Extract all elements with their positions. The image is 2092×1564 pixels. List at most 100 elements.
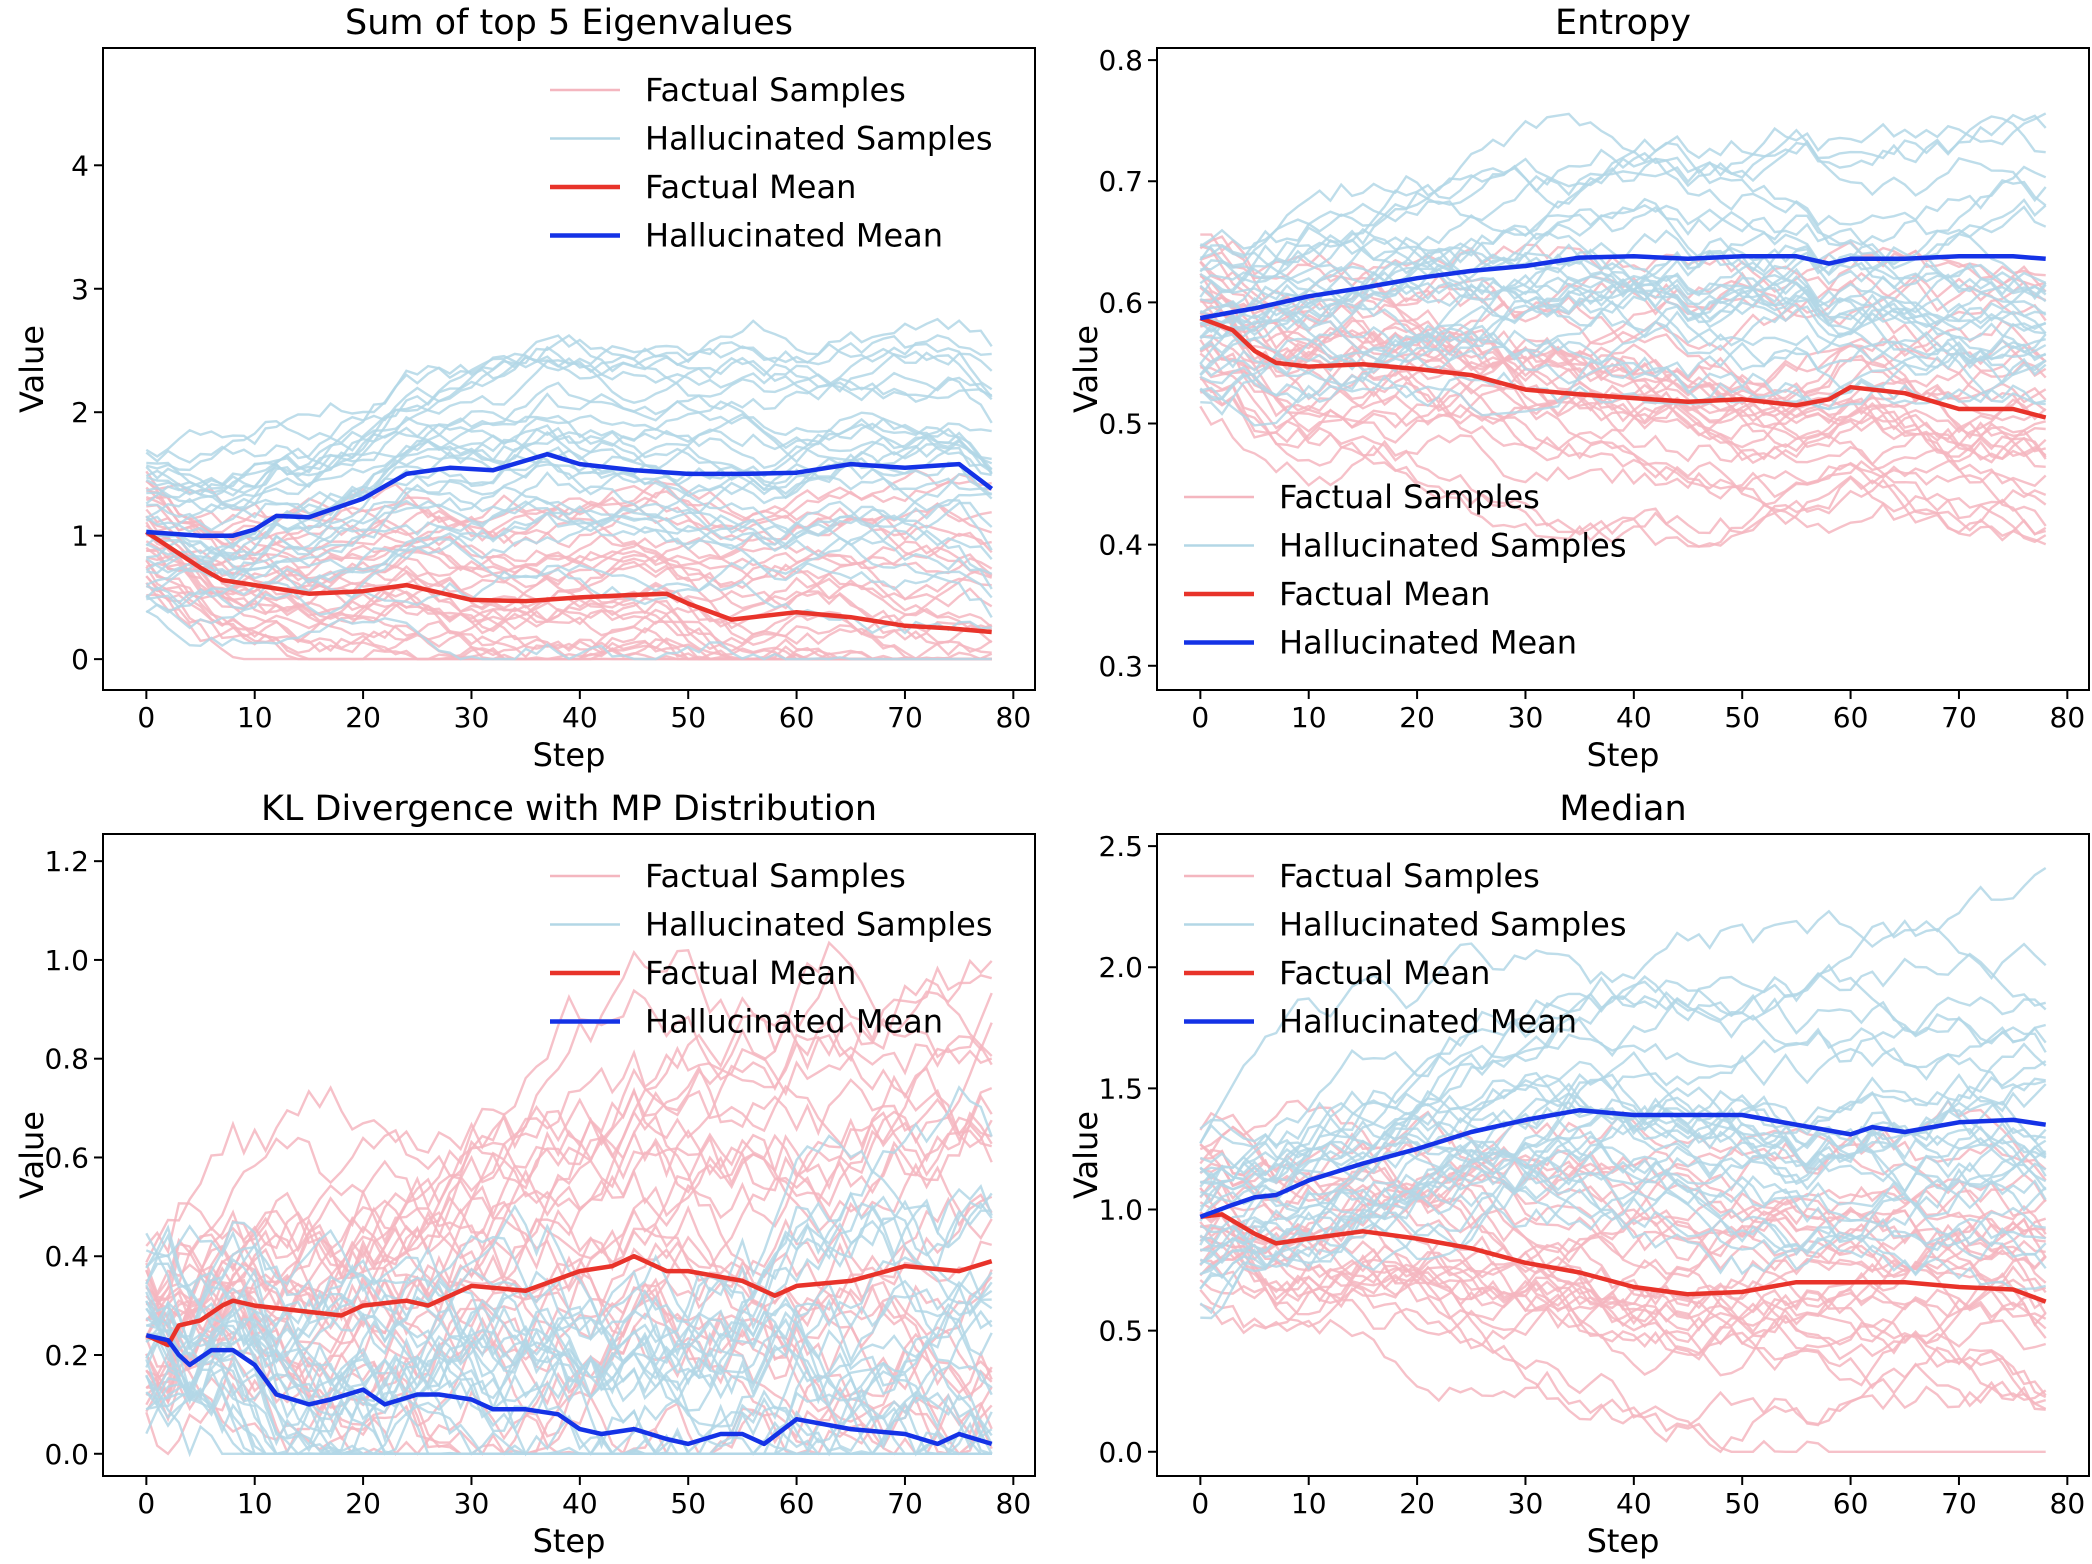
legend-label-factual-samples: Factual Samples [645,857,906,895]
hallucinated-sample-line [146,1302,992,1455]
hallucinated-sample-line [1199,909,2047,1145]
x-tick-label: 40 [562,701,598,734]
legend-label-hallucinated-mean: Hallucinated Mean [645,217,943,255]
y-tick-label: 0.5 [1098,408,1143,441]
legend-label-factual-mean: Factual Mean [1279,954,1490,992]
y-tick-label: 2 [71,396,89,429]
chart-title: Median [1559,789,1686,829]
factual-sample-line [1199,1099,2047,1284]
y-tick-label: 0.8 [1098,44,1143,77]
y-tick-label: 0.6 [44,1141,89,1174]
hallucinated-sample-line [145,439,993,630]
legend-label-factual-samples: Factual Samples [645,71,906,109]
y-tick-label: 0.6 [1098,286,1143,319]
hallucinated-sample-line [145,1268,993,1412]
hallucinated-sample-line [146,411,993,510]
hallucinated-sample-line [146,356,993,499]
hallucinated-sample-line [145,474,993,575]
factual-sample-line [1199,304,2047,441]
hallucinated-sample-line [145,528,993,616]
hallucinated-sample-line [145,1085,993,1456]
y-tick-label: 1.5 [1098,1072,1143,1105]
x-tick-label: 70 [1941,701,1977,734]
chart-panel-3: 0 10 20 30 40 50 60 70 80 0.0 0.2 0.4 0.6 0.8 1.0 1.2 KL… [13,789,1036,1560]
hallucinated-sample-line [146,334,992,532]
x-tick-label: 10 [237,701,273,734]
x-tick-label: 20 [345,1487,381,1520]
factual-sample-line [1200,1223,2047,1355]
hallucinated-sample-line [1199,963,2047,1150]
x-tick-label: 50 [1724,701,1760,734]
y-axis-label: Value [1067,1111,1105,1199]
chart-title: Entropy [1555,3,1691,43]
factual-mean-line [1199,315,2047,420]
hallucinated-sample-line [145,423,993,551]
hallucinated-sample-line [145,1269,993,1440]
hallucinated-sample-line [1199,271,2047,377]
y-tick-label: 2.5 [1098,830,1143,863]
legend: Factual Samples Hallucinated Samples Factu… [550,71,992,255]
hallucinated-sample-line [1199,979,2047,1175]
factual-sample-line [145,562,992,661]
legend-label-factual-mean: Factual Mean [1279,575,1490,613]
hallucinated-sample-line [145,345,993,496]
factual-sample-line [145,940,993,1322]
y-axis-label: Value [13,1111,51,1199]
y-tick-label: 1.0 [44,944,89,977]
x-tick-label: 80 [2050,1487,2086,1520]
hallucinated-sample-line [1199,1139,2047,1276]
hallucinated-sample-line [1199,1023,2046,1276]
x-tick-label: 20 [345,701,381,734]
legend-label-hallucinated-samples: Hallucinated Samples [645,120,992,158]
legend-label-factual-samples: Factual Samples [1279,478,1540,516]
x-tick-label: 50 [670,701,706,734]
chart-panel-4: 0 10 20 30 40 50 60 70 80 0.0 0.5 1.0 1.5 2.0 2.5 Media… [1067,789,2090,1560]
hallucinated-mean-line [146,451,994,538]
y-tick-label: 0 [71,643,89,676]
plot-area [1199,112,2047,548]
factual-sample-line [1199,1279,2047,1402]
hallucinated-sample-line [145,350,993,458]
hallucinated-sample-line [1199,1145,2047,1280]
factual-sample-line [1199,319,2046,455]
axes-frame [102,47,1036,691]
y-tick-label: 2.0 [1098,951,1143,984]
chart-title: KL Divergence with MP Distribution [261,789,877,829]
x-tick-label: 70 [1941,1487,1977,1520]
factual-mean-line [145,530,992,635]
legend: Factual Samples Hallucinated Samples Factu… [1184,478,1626,662]
x-axis-label: Step [1587,736,1660,774]
x-axis-label: Step [533,1522,606,1560]
factual-sample-line [145,1191,993,1402]
y-tick-label: 3 [71,273,89,306]
hallucinated-sample-line [145,1291,992,1455]
x-tick-label: 70 [887,701,923,734]
y-axis-label: Value [1067,325,1105,413]
x-tick-label: 10 [237,1487,273,1520]
x-tick-label: 60 [1833,701,1869,734]
factual-sample-line [146,546,992,657]
legend-label-factual-samples: Factual Samples [1279,857,1540,895]
y-tick-label: 4 [71,149,89,182]
hallucinated-sample-line [1199,324,2046,411]
legend: Factual Samples Hallucinated Samples Factu… [1184,857,1626,1041]
hallucinated-sample-line [1199,866,2047,1181]
plot-area [145,940,993,1458]
x-tick-label: 10 [1291,701,1327,734]
hallucinated-sample-line [1199,1060,2047,1208]
factual-mean-line [1200,1212,2047,1304]
y-tick-label: 0.2 [44,1339,89,1372]
hallucinated-sample-line [1199,302,2047,405]
factual-sample-line [1200,366,2047,467]
x-tick-label: 30 [454,701,490,734]
hallucinated-sample-line [146,381,993,495]
factual-mean-line [145,1253,993,1348]
y-tick-label: 0.3 [1098,650,1143,683]
hallucinated-sample-line [1199,1144,2047,1270]
factual-sample-line [1199,375,2047,536]
hallucinated-sample-line [1199,203,2047,334]
factual-sample-line [1199,405,2047,548]
y-tick-label: 0.8 [44,1043,89,1076]
hallucinated-mean-line [1199,1107,2047,1219]
